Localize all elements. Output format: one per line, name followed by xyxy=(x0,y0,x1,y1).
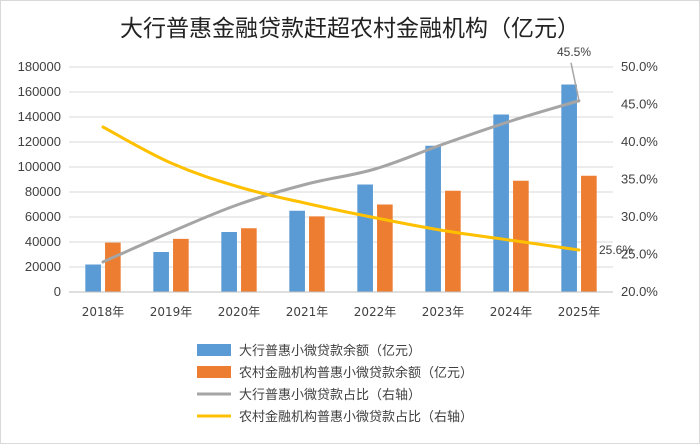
x-tick-label: 2018年 xyxy=(82,305,125,319)
y-right-axis: 20.0% 25.0% 30.0% 35.0% 40.0% 45.0% 50.0% xyxy=(621,59,658,299)
y-right-tick-label: 20.0% xyxy=(621,284,658,299)
y-left-tick-label: 160000 xyxy=(18,84,61,99)
y-left-tick-label: 180000 xyxy=(18,59,61,74)
y-left-tick-label: 100000 xyxy=(18,159,61,174)
y-right-tick-label: 40.0% xyxy=(621,134,658,149)
y-left-tick-label: 80000 xyxy=(25,184,61,199)
grid-lines xyxy=(69,66,613,293)
y-left-tick-label: 140000 xyxy=(18,109,61,124)
bar-large-bank xyxy=(85,264,101,292)
y-left-tick-label: 120000 xyxy=(18,134,61,149)
bar-large-bank xyxy=(561,84,577,292)
x-tick-label: 2020年 xyxy=(218,305,261,319)
x-tick-label: 2019年 xyxy=(150,305,193,319)
bar-rural xyxy=(445,190,461,292)
annotation-label: 45.5% xyxy=(557,45,591,59)
x-tick-label: 2021年 xyxy=(286,305,329,319)
x-axis: 2018年 2019年 2020年 2021年 2022年 2023年 2024年 2025年 xyxy=(69,291,613,319)
y-right-tick-label: 50.0% xyxy=(621,59,658,74)
legend-label: 农村金融机构普惠小微贷款占比（右轴） xyxy=(239,409,473,425)
annotations: 45.5% 25.6% xyxy=(557,45,633,257)
y-right-tick-label: 25.0% xyxy=(621,247,658,262)
legend-label: 农村金融机构普惠小微贷款余额（亿元） xyxy=(239,365,473,381)
bar-rural xyxy=(309,216,325,292)
x-tick-label: 2025年 xyxy=(558,305,601,319)
legend-swatch xyxy=(197,344,231,356)
line-rural-share xyxy=(101,125,581,252)
bar-large-bank xyxy=(357,184,373,292)
bar-large-bank xyxy=(221,232,237,292)
x-tick-label: 2023年 xyxy=(422,305,465,319)
bar-large-bank xyxy=(289,210,305,292)
y-left-tick-label: 40000 xyxy=(25,234,61,249)
bar-rural xyxy=(581,175,597,292)
chart-title: 大行普惠金融贷款赶超农村金融机构（亿元） xyxy=(120,16,580,42)
bar-large-bank xyxy=(153,252,169,292)
legend-label: 大行普惠小微贷款余额（亿元） xyxy=(239,343,421,359)
y-left-axis: 0 20000 40000 60000 80000 100000 120000 140000 1… xyxy=(18,59,61,299)
bar-rural xyxy=(241,228,257,292)
legend-swatch xyxy=(197,366,231,378)
bar-rural xyxy=(173,238,189,292)
y-left-tick-label: 20000 xyxy=(25,259,61,274)
line-large-bank-share xyxy=(101,99,581,264)
bar-rural xyxy=(377,204,393,292)
legend: 大行普惠小微贷款余额（亿元） 农村金融机构普惠小微贷款余额（亿元） 大行普惠小微贷款… xyxy=(197,343,473,425)
lines-group xyxy=(101,99,581,264)
bar-large-bank xyxy=(493,114,509,292)
y-left-tick-label: 0 xyxy=(54,284,61,299)
bar-rural xyxy=(513,180,529,292)
bars-group xyxy=(85,84,597,292)
y-right-tick-label: 35.0% xyxy=(621,172,658,187)
x-tick-label: 2024年 xyxy=(490,305,533,319)
bar-rural xyxy=(105,242,121,292)
bar-large-bank xyxy=(425,145,441,292)
y-left-tick-label: 60000 xyxy=(25,209,61,224)
legend-label: 大行普惠小微贷款占比（右轴） xyxy=(239,388,421,403)
y-right-tick-label: 30.0% xyxy=(621,209,658,224)
x-tick-label: 2022年 xyxy=(354,305,397,319)
annotation-leader xyxy=(570,62,580,101)
y-right-tick-label: 45.0% xyxy=(621,97,658,112)
annotation-label: 25.6% xyxy=(599,243,633,257)
